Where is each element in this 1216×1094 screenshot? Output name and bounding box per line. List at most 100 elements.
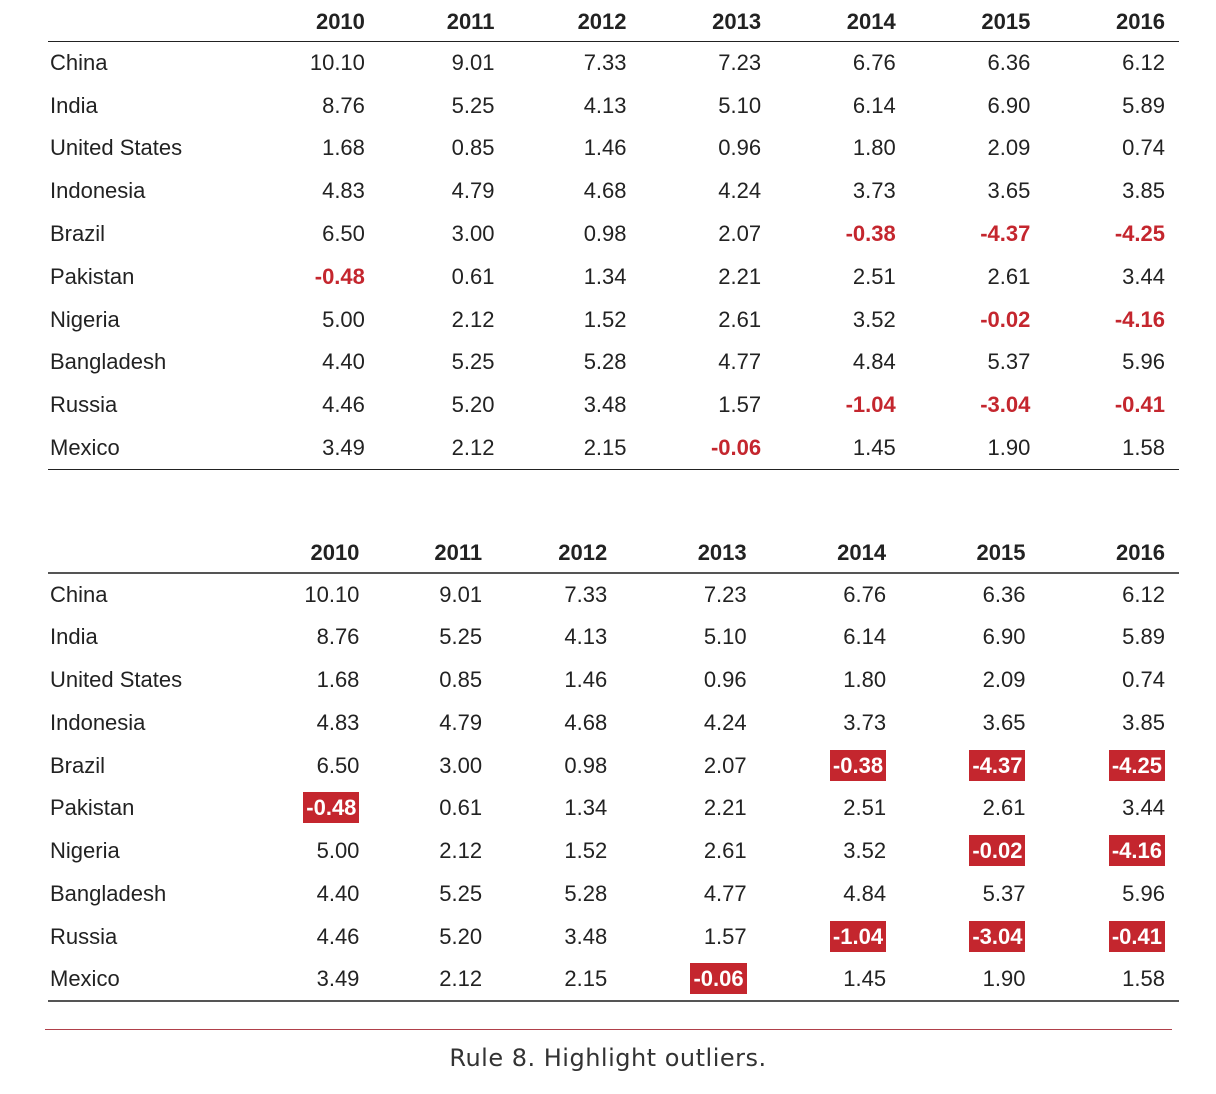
table-text-highlight: 2010 2011 2012 2013 2014 2015 2016 China 10.10 9…	[48, 2, 1179, 470]
value-cell: 2.21	[641, 255, 776, 298]
value-cell: 1.57	[641, 384, 776, 427]
cell-value: 5.37	[987, 349, 1031, 375]
value-cell: 2.07	[641, 213, 776, 256]
value-cell: 4.68	[496, 701, 621, 744]
cell-value: 1.58	[1122, 966, 1165, 992]
value-cell: 6.90	[910, 84, 1045, 127]
country-label: China	[50, 581, 108, 607]
outlier-value: -0.48	[303, 792, 360, 824]
value-cell: 5.28	[508, 341, 640, 384]
year-header: 2015	[981, 8, 1031, 34]
outlier-value: -0.06	[710, 434, 762, 460]
cell-value: 5.37	[982, 880, 1026, 906]
table-row: Nigeria 5.00 2.12 1.52 2.61 3.52 -0.02 -4.16	[48, 298, 1179, 341]
table-row: Pakistan -0.48 0.61 1.34 2.21 2.51 2.61 3.44	[48, 255, 1179, 298]
cell-value: 5.28	[583, 349, 627, 375]
cell-value: 1.52	[564, 838, 608, 864]
value-cell: 4.83	[234, 170, 379, 213]
value-cell: 3.48	[508, 384, 640, 427]
value-cell: 6.76	[761, 573, 900, 616]
value-cell: 1.80	[775, 127, 910, 170]
value-cell: -0.38	[775, 213, 910, 256]
value-cell: 2.51	[761, 787, 900, 830]
value-cell: 3.48	[496, 915, 621, 958]
table-box-highlight: 2010 2011 2012 2013 2014 2015 2016 China 10.10 9…	[48, 533, 1179, 1002]
value-cell: 4.40	[234, 341, 379, 384]
cell-value: 4.40	[322, 349, 365, 375]
value-cell: 9.01	[373, 573, 496, 616]
cell-value: 2.12	[451, 434, 495, 460]
year-header: 2012	[558, 539, 608, 565]
cell-value: 2.07	[703, 752, 747, 778]
value-cell: -1.04	[761, 915, 900, 958]
value-cell: 1.68	[234, 659, 373, 702]
value-cell: 1.90	[910, 427, 1045, 470]
cell-value: 4.46	[316, 923, 360, 949]
cell-value: 3.49	[322, 434, 365, 460]
country-label: Brazil	[50, 221, 106, 247]
cell-value: 5.10	[703, 624, 747, 650]
value-cell: 5.20	[379, 384, 509, 427]
cell-value: 1.45	[843, 966, 887, 992]
value-cell: 0.85	[379, 127, 509, 170]
cell-value: 2.61	[987, 263, 1031, 289]
country-label: India	[50, 624, 98, 650]
value-cell: 6.90	[900, 616, 1039, 659]
value-cell: 4.83	[234, 701, 373, 744]
cell-value: 1.80	[843, 666, 887, 692]
value-cell: -0.02	[900, 830, 1039, 873]
cell-value: 2.61	[703, 838, 747, 864]
value-cell: -0.06	[641, 427, 776, 470]
outlier-value: -4.25	[1114, 221, 1165, 247]
country-label: Brazil	[50, 752, 106, 778]
table-row: Russia 4.46 5.20 3.48 1.57 -1.04 -3.04 -0.41	[48, 384, 1179, 427]
value-cell: -4.25	[1039, 744, 1179, 787]
cell-value: 3.73	[843, 709, 887, 735]
cell-value: 8.76	[322, 92, 365, 118]
cell-value: 3.48	[564, 923, 608, 949]
cell-value: 4.24	[718, 178, 762, 204]
value-cell: -4.37	[910, 213, 1045, 256]
cell-value: 1.57	[718, 392, 762, 418]
country-label: Bangladesh	[50, 349, 167, 375]
value-cell: 1.90	[900, 958, 1039, 1001]
cell-value: 0.98	[564, 752, 608, 778]
cell-value: 6.50	[316, 752, 360, 778]
value-cell: -0.41	[1039, 915, 1179, 958]
value-cell: 2.61	[641, 298, 776, 341]
year-header: 2013	[712, 8, 762, 34]
cell-value: 6.36	[987, 50, 1031, 76]
cell-value: 1.45	[852, 434, 896, 460]
value-cell: 2.09	[910, 127, 1045, 170]
value-cell: -0.48	[234, 787, 373, 830]
cell-value: 2.51	[852, 263, 896, 289]
table-row: India 8.76 5.25 4.13 5.10 6.14 6.90 5.89	[48, 84, 1179, 127]
cell-value: 1.34	[564, 795, 608, 821]
cell-value: 3.65	[982, 709, 1026, 735]
outlier-value: -3.04	[969, 920, 1026, 952]
value-cell: 4.84	[761, 873, 900, 916]
table-row: Pakistan -0.48 0.61 1.34 2.21 2.51 2.61 3.44	[48, 787, 1179, 830]
cell-value: 0.74	[1122, 666, 1165, 692]
cell-value: 4.77	[718, 349, 762, 375]
year-header: 2014	[846, 8, 896, 34]
value-cell: 5.25	[373, 873, 496, 916]
value-cell: 7.23	[641, 42, 776, 85]
cell-value: 1.68	[316, 666, 360, 692]
value-cell: 10.10	[234, 42, 379, 85]
cell-value: 0.85	[439, 666, 483, 692]
value-cell: 0.74	[1044, 127, 1179, 170]
cell-value: 0.74	[1122, 135, 1165, 161]
value-cell: 4.84	[775, 341, 910, 384]
value-cell: 3.52	[775, 298, 910, 341]
cell-value: 3.00	[451, 221, 495, 247]
value-cell: 6.76	[775, 42, 910, 85]
table-row: Mexico 3.49 2.12 2.15 -0.06 1.45 1.90 1.58	[48, 427, 1179, 470]
corner-cell	[48, 533, 234, 573]
value-cell: 6.12	[1039, 573, 1179, 616]
cell-value: 5.00	[322, 306, 365, 332]
cell-value: 4.79	[451, 178, 495, 204]
outlier-value: -4.37	[980, 221, 1031, 247]
cell-value: 3.52	[843, 838, 887, 864]
cell-value: 1.90	[987, 434, 1031, 460]
